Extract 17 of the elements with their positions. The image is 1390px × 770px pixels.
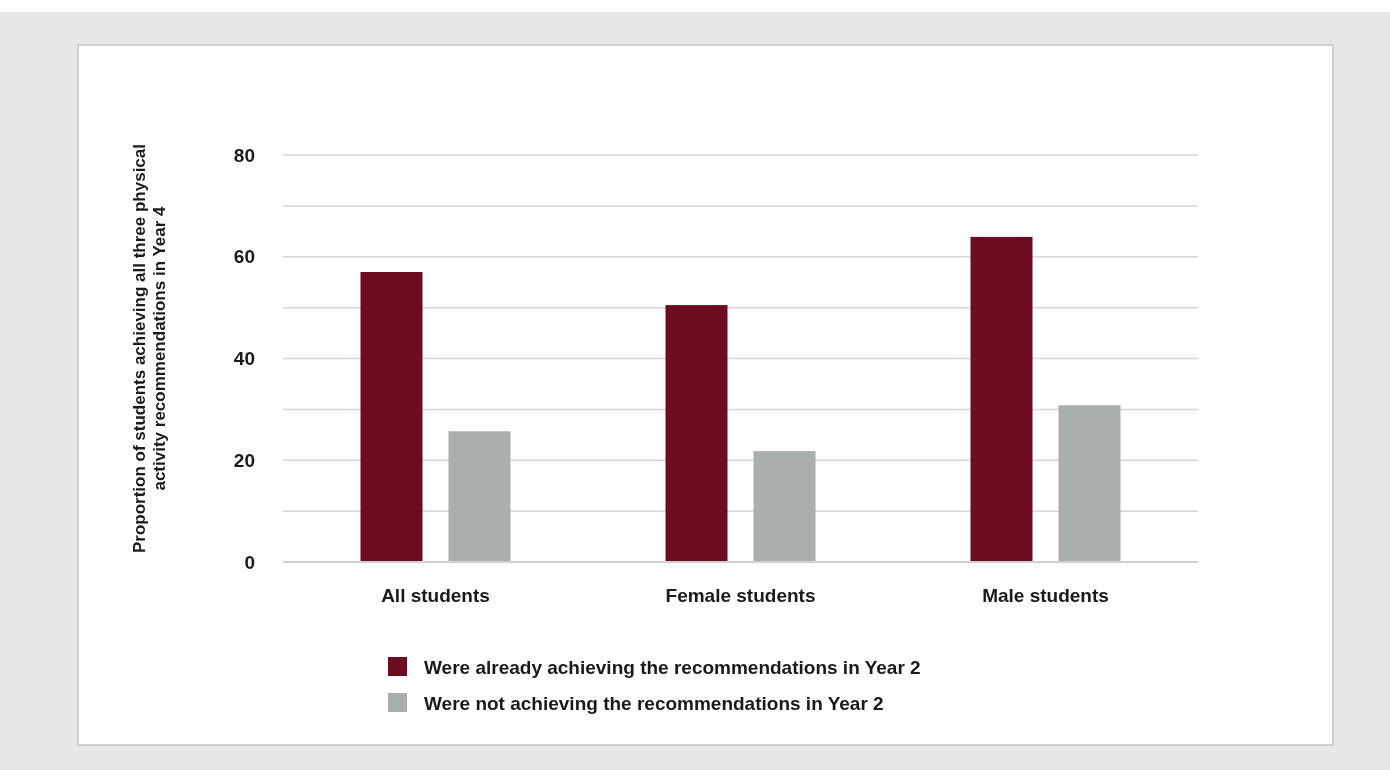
legend-label: Were not achieving the recommendations in Year 2 — [424, 692, 884, 714]
y-tick-label: 0 — [244, 551, 255, 573]
bar — [360, 272, 423, 562]
legend-label: Were already achieving the recommendations in Year 2 — [424, 656, 921, 678]
x-tick-label: Female students — [665, 585, 816, 606]
y-axis-title: Proportion of students achieving all three physical activity recommendations in Year 4 — [130, 143, 169, 554]
bar — [448, 431, 511, 562]
x-tick-label: Male students — [982, 585, 1109, 606]
bar — [753, 451, 816, 562]
y-tick-label: 80 — [233, 144, 255, 166]
y-tick-label: 60 — [233, 246, 255, 268]
y-tick-label: 20 — [233, 449, 255, 471]
bar — [665, 305, 728, 562]
x-tick-label: All students — [381, 585, 490, 606]
bar — [1058, 405, 1121, 562]
bar — [970, 236, 1033, 562]
y-tick-label: 40 — [233, 348, 255, 370]
